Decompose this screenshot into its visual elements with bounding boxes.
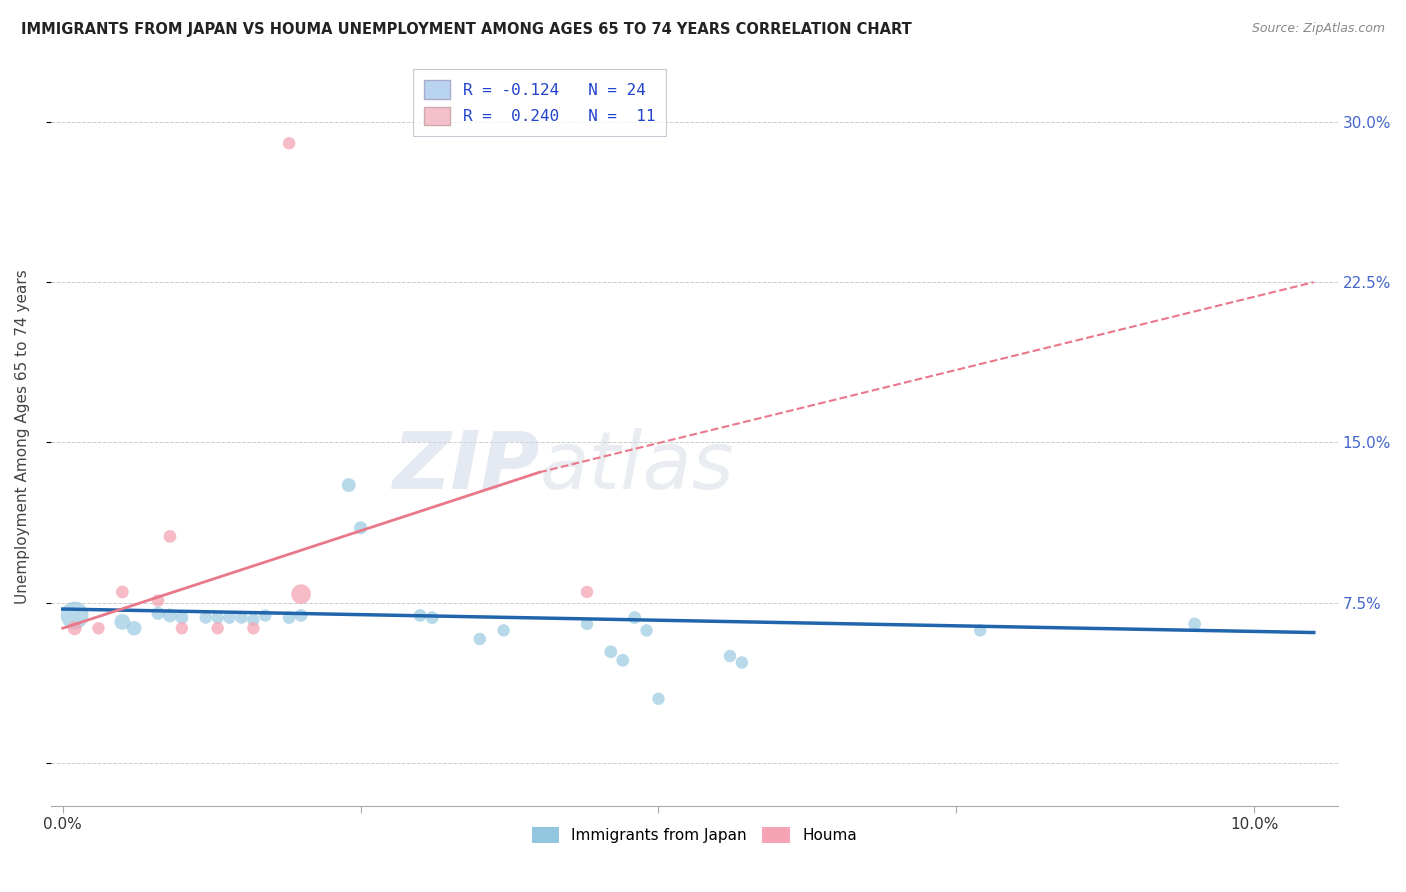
Point <box>218 610 240 624</box>
Point <box>420 610 443 624</box>
Point <box>207 621 229 635</box>
Point <box>337 478 360 492</box>
Point <box>242 613 264 627</box>
Point <box>146 607 169 621</box>
Point <box>1184 617 1206 632</box>
Point <box>159 529 181 543</box>
Point <box>170 610 193 624</box>
Point <box>63 621 86 635</box>
Point <box>278 610 301 624</box>
Text: ZIP: ZIP <box>392 427 540 506</box>
Point <box>63 608 86 623</box>
Point <box>207 610 229 624</box>
Point <box>731 656 754 670</box>
Point <box>194 610 217 624</box>
Point <box>718 648 741 663</box>
Point <box>146 593 169 607</box>
Legend: R = -0.124   N = 24, R =  0.240   N =  11: R = -0.124 N = 24, R = 0.240 N = 11 <box>413 70 666 136</box>
Point <box>623 610 645 624</box>
Point <box>612 653 634 667</box>
Point <box>575 617 598 632</box>
Point <box>159 608 181 623</box>
Point <box>242 621 264 635</box>
Point <box>349 521 371 535</box>
Point <box>111 615 134 629</box>
Point <box>290 587 312 601</box>
Point <box>575 585 598 599</box>
Point <box>599 645 621 659</box>
Point <box>254 608 277 623</box>
Point <box>111 585 134 599</box>
Point <box>278 136 301 151</box>
Point <box>170 621 193 635</box>
Text: IMMIGRANTS FROM JAPAN VS HOUMA UNEMPLOYMENT AMONG AGES 65 TO 74 YEARS CORRELATIO: IMMIGRANTS FROM JAPAN VS HOUMA UNEMPLOYM… <box>21 22 912 37</box>
Point <box>409 608 432 623</box>
Point <box>290 608 312 623</box>
Text: atlas: atlas <box>540 427 734 506</box>
Y-axis label: Unemployment Among Ages 65 to 74 years: Unemployment Among Ages 65 to 74 years <box>15 269 30 605</box>
Point <box>969 624 991 638</box>
Point <box>636 624 658 638</box>
Point <box>647 691 669 706</box>
Point <box>492 624 515 638</box>
Point <box>87 621 110 635</box>
Point <box>468 632 491 646</box>
Point <box>231 610 253 624</box>
Point <box>122 621 145 635</box>
Text: Source: ZipAtlas.com: Source: ZipAtlas.com <box>1251 22 1385 36</box>
